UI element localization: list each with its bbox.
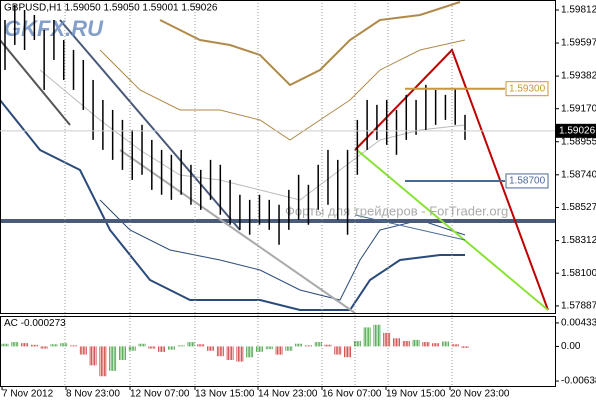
channel-line bbox=[356, 149, 549, 311]
header: GBPUSD,H1 1.59050 1.59050 1.59001 1.5902… bbox=[4, 3, 218, 14]
y-tick-label: 1.58955 bbox=[561, 136, 596, 147]
drawings bbox=[0, 19, 555, 314]
x-tick-label: 14 Nov 23:00 bbox=[258, 389, 318, 400]
y-tick-label: 0.004332 bbox=[561, 318, 596, 329]
y-tick-label: -0.00638 bbox=[561, 376, 596, 387]
upper-band-inner bbox=[99, 39, 466, 141]
middle-band bbox=[39, 69, 466, 201]
indicator-name: AC bbox=[4, 318, 18, 329]
price-box bbox=[556, 123, 596, 138]
bands bbox=[0, 1, 466, 311]
upper-band bbox=[159, 1, 461, 87]
y-tick-label: 1.59597 bbox=[561, 38, 596, 49]
level-label: 1.59300 bbox=[509, 83, 546, 94]
x-tick-label: 13 Nov 15:00 bbox=[195, 389, 255, 400]
level-label: 1.58700 bbox=[509, 176, 546, 187]
lower-band-inner bbox=[99, 199, 466, 301]
y-tick-label: 1.57887 bbox=[561, 301, 596, 312]
watermark: Форты для трейдеров - ForTrader.org bbox=[285, 203, 508, 218]
y-tick-label: 1.58312 bbox=[561, 235, 596, 246]
y-tick-label: 1.59170 bbox=[561, 103, 596, 114]
y-tick-label: 1.58740 bbox=[561, 169, 596, 180]
main-panel bbox=[0, 0, 556, 314]
x-tick-label: 16 Nov 07:00 bbox=[322, 389, 382, 400]
y-tick-label: 1.58100 bbox=[561, 268, 596, 279]
indicator-label: AC -0.000273 bbox=[4, 318, 66, 329]
trendline bbox=[119, 149, 356, 314]
separators bbox=[64, 0, 453, 386]
y-tick-label: 1.59812 bbox=[561, 5, 596, 16]
indicator-value: -0.000273 bbox=[21, 318, 66, 329]
y-tick-label: 0.00 bbox=[561, 341, 581, 352]
x-tick-label: 19 Nov 15:00 bbox=[386, 389, 446, 400]
trendline bbox=[0, 39, 71, 126]
lower-band bbox=[0, 99, 465, 311]
x-tick-label: 12 Nov 07:00 bbox=[130, 389, 190, 400]
y-tick-label: 1.58527 bbox=[561, 202, 596, 213]
level-box bbox=[505, 173, 549, 189]
x-tick-label: 20 Nov 23:00 bbox=[450, 389, 510, 400]
indicator-panel bbox=[0, 316, 556, 387]
trendline bbox=[354, 214, 466, 241]
x-tick-label: 7 Nov 2012 bbox=[2, 389, 54, 400]
x-tick-label: 8 Nov 23:00 bbox=[66, 389, 120, 400]
level-box bbox=[505, 81, 549, 97]
y-tick-label: 1.59382 bbox=[561, 71, 596, 82]
price-label: 1.59026 bbox=[559, 125, 596, 136]
